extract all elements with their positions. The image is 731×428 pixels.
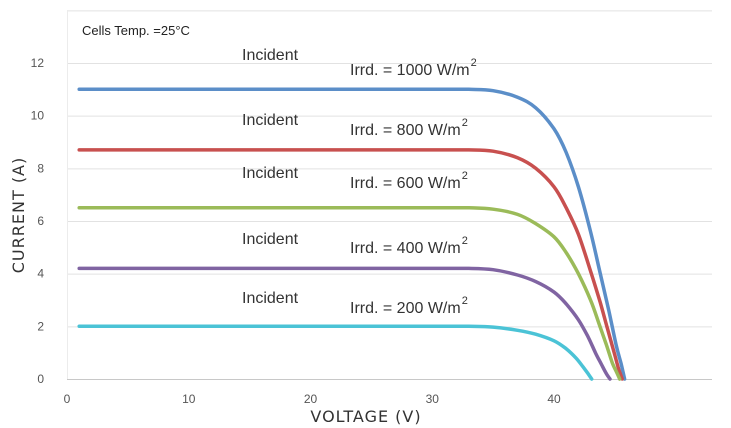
series-line-3 [77,266,612,381]
series-label-irrd-1: Irrd. = 800 W/m [350,122,461,139]
y-tick-label-6: 6 [37,214,44,228]
series-label-sup-2: 2 [462,170,468,182]
y-tick-label-12: 12 [31,56,45,70]
series-label-incident-2: Incident [242,165,299,182]
series-label-incident-3: Incident [242,231,299,248]
series-line-4 [77,324,594,381]
gridlines [67,10,712,328]
series-line-2 [77,205,622,381]
series-label-incident-4: Incident [242,290,299,307]
series-label-sup-3: 2 [462,235,468,247]
x-tick-label-10: 10 [182,392,196,406]
series-label-sup-1: 2 [462,117,468,129]
y-axis-title: CURRENT (A) [9,157,28,273]
x-tick-labels: 0 10 20 30 40 [64,392,561,406]
series-label-irrd-3: Irrd. = 400 W/m [350,240,461,257]
series-label-sup-0: 2 [471,57,477,69]
series-label-irrd-4: Irrd. = 200 W/m [350,300,461,317]
x-tick-label-0: 0 [64,392,71,406]
x-tick-label-40: 40 [547,392,561,406]
y-tick-label-2: 2 [37,319,44,333]
x-tick-label-20: 20 [304,392,318,406]
y-tick-label-8: 8 [37,161,44,175]
y-tick-label-10: 10 [31,109,45,123]
series-label-irrd-0: Irrd. = 1000 W/m [350,62,470,79]
y-tick-labels: 0 2 4 6 8 10 12 [31,56,45,386]
series-label-incident-0: Incident [242,47,299,64]
axes [67,10,712,380]
x-tick-label-30: 30 [426,392,440,406]
x-axis-title: VOLTAGE (V) [310,407,421,426]
temperature-annotation: Cells Temp. =25°C [82,23,190,38]
series-label-incident-1: Incident [242,112,299,129]
series-label-irrd-2: Irrd. = 600 W/m [350,175,461,192]
series-label-sup-4: 2 [462,295,468,307]
series-line-0 [77,87,627,381]
y-tick-label-0: 0 [37,372,44,386]
series-line-1 [77,148,624,381]
series-lines [77,87,627,381]
y-tick-label-4: 4 [37,267,44,281]
